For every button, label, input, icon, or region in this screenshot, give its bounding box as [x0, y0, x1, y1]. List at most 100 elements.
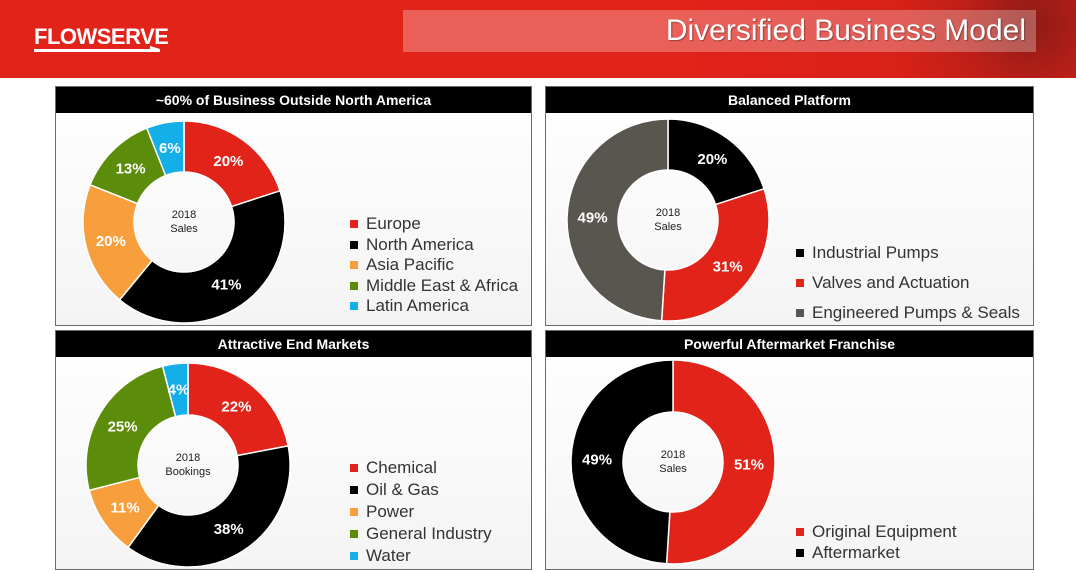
center-label-line: Sales: [654, 221, 682, 233]
center-label-line: 2018: [172, 209, 196, 221]
legend-label: Valves and Actuation: [812, 273, 970, 292]
legend: Original Equipment Aftermarket: [796, 522, 957, 563]
panel-title: Powerful Aftermarket Franchise: [546, 331, 1033, 357]
data-label-north-america: 41%: [211, 276, 241, 293]
legend-item-general-industry: General Industry: [350, 523, 492, 545]
legend: Europe North America Asia Pacific Middle Ea…: [350, 214, 518, 317]
legend-label: Europe: [366, 214, 421, 234]
slice-oil-and-gas: [126, 445, 291, 568]
panel-platform: Balanced Platform 20% 31% 49% 2018 Sales Ind…: [545, 86, 1034, 326]
data-label-aftermarket: 49%: [582, 452, 612, 469]
panel-title: ~60% of Business Outside North America: [56, 87, 531, 113]
legend-swatch: [796, 309, 804, 317]
legend-label: Chemical: [366, 458, 437, 477]
legend-swatch: [350, 261, 358, 270]
panel-title: Attractive End Markets: [56, 331, 531, 357]
legend-item-oil-and-gas: Oil & Gas: [350, 479, 492, 501]
slice-engineered-pumps-and-seals: [566, 118, 669, 322]
donut-chart-geography: 20% 41% 20% 13% 6% 2018 Sales: [82, 120, 286, 324]
legend-label: North America: [366, 234, 474, 254]
slice-asia-pacific: [82, 183, 154, 301]
slice-industrial-pumps: [667, 118, 766, 206]
legend-label: Oil & Gas: [366, 480, 439, 499]
panel-title: Balanced Platform: [546, 87, 1033, 113]
slice-latin-america: [145, 120, 185, 177]
slice-europe: [183, 120, 282, 208]
legend-item-valves-and-actuation: Valves and Actuation: [796, 268, 1020, 298]
legend-item-engineered-pumps-and-seals: Engineered Pumps & Seals: [796, 298, 1020, 328]
slice-aftermarket: [570, 359, 674, 565]
legend-item-europe: Europe: [350, 214, 518, 235]
donut-chart-platform: 20% 31% 49% 2018 Sales: [566, 118, 770, 322]
legend-swatch: [796, 249, 804, 257]
data-label-europe: 20%: [213, 153, 243, 170]
center-label-line: 2018: [661, 449, 685, 461]
flowserve-logo: FLOWSERVE: [34, 24, 169, 49]
data-label-power: 11%: [111, 500, 140, 517]
data-label-oil-and-gas: 38%: [214, 521, 244, 538]
panel-aftermarket: Powerful Aftermarket Franchise 51% 49% 201…: [545, 330, 1034, 570]
slice-north-america: [118, 189, 286, 324]
legend-label: Middle East & Africa: [366, 275, 519, 295]
data-label-original-equipment: 51%: [734, 456, 764, 473]
legend-label: Power: [366, 502, 415, 521]
slice-general-industry: [85, 365, 177, 492]
legend-label: Latin America: [366, 296, 469, 316]
legend-swatch: [350, 240, 358, 249]
legend: Industrial Pumps Valves and Actuation Engi…: [796, 238, 1020, 328]
data-label-latin-america: 6%: [159, 140, 181, 157]
legend-item-water: Water: [350, 545, 492, 567]
legend-swatch: [350, 281, 358, 290]
legend: Chemical Oil & Gas Power General Industry Wa…: [350, 457, 492, 567]
center-label-line: Sales: [170, 223, 198, 235]
slice-original-equipment: [665, 359, 776, 565]
panel-geography: ~60% of Business Outside North America 2…: [55, 86, 532, 326]
legend-swatch: [350, 464, 358, 472]
center-label-line: Sales: [659, 463, 687, 475]
legend-item-original-equipment: Original Equipment: [796, 522, 957, 543]
page-title: Diversified Business Model: [403, 10, 1036, 52]
legend-swatch: [350, 508, 358, 516]
donut-chart-end-markets: 22% 38% 11% 25% 4% 2018 Bookings: [85, 362, 291, 568]
legend-item-middle-east-and-africa: Middle East & Africa: [350, 276, 518, 297]
legend-label: Water: [366, 546, 411, 565]
legend-label: Asia Pacific: [366, 255, 454, 275]
legend-swatch: [796, 528, 804, 537]
legend-item-power: Power: [350, 501, 492, 523]
legend-swatch: [350, 530, 358, 538]
legend-label: Original Equipment: [812, 522, 957, 542]
legend-item-north-america: North America: [350, 235, 518, 256]
data-label-valves-and-actuation: 31%: [713, 258, 743, 275]
center-label-line: 2018: [176, 452, 200, 464]
legend-swatch: [350, 220, 358, 229]
data-label-engineered-pumps-and-seals: 49%: [578, 210, 608, 227]
panel-end-markets: Attractive End Markets 22% 38% 11% 25% 4% 201…: [55, 330, 532, 570]
legend-item-industrial-pumps: Industrial Pumps: [796, 238, 1020, 268]
legend-label: Industrial Pumps: [812, 243, 939, 262]
data-label-industrial-pumps: 20%: [697, 151, 727, 168]
donut-chart-aftermarket: 51% 49% 2018 Sales: [570, 359, 776, 565]
center-label-line: Bookings: [165, 466, 211, 478]
legend-label: Aftermarket: [812, 542, 900, 562]
legend-label: General Industry: [366, 524, 492, 543]
legend-item-chemical: Chemical: [350, 457, 492, 479]
data-label-chemical: 22%: [221, 398, 251, 415]
slice-valves-and-actuation: [660, 187, 770, 322]
legend-item-aftermarket: Aftermarket: [796, 543, 957, 564]
slice-water: [161, 362, 189, 418]
center-label-line: 2018: [656, 207, 680, 219]
banner-decoration: [846, 0, 1076, 78]
legend-item-latin-america: Latin America: [350, 296, 518, 317]
logo-underline: [34, 46, 160, 52]
legend-swatch: [350, 486, 358, 494]
data-label-water: 4%: [168, 382, 190, 399]
slice-chemical: [187, 362, 290, 457]
data-label-general-industry: 25%: [108, 418, 138, 435]
legend-swatch: [350, 302, 358, 311]
header-banner: FLOWSERVE Diversified Business Model: [0, 0, 1076, 78]
legend-item-asia-pacific: Asia Pacific: [350, 255, 518, 276]
legend-swatch: [350, 552, 358, 560]
legend-swatch: [796, 548, 804, 557]
legend-label: Engineered Pumps & Seals: [812, 303, 1020, 322]
data-label-asia-pacific: 20%: [96, 233, 126, 250]
